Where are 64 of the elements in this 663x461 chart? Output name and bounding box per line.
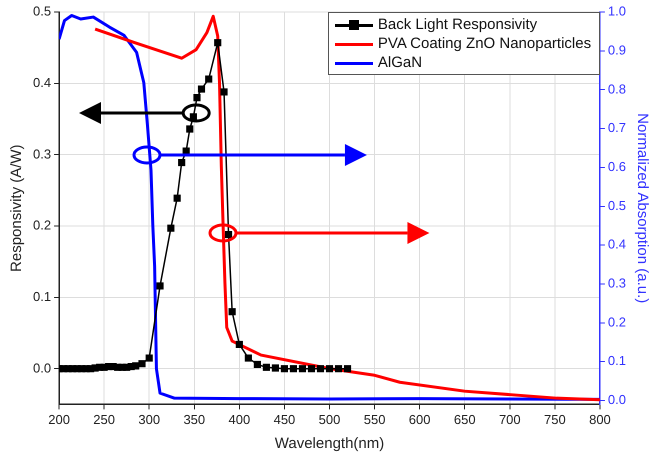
point [156, 282, 164, 290]
x-tick-label: 400 [228, 412, 250, 427]
y-tick-label: 0.1 [32, 288, 52, 304]
y2-tick-label: 0.0 [608, 392, 626, 408]
x-tick-label: 450 [274, 412, 296, 427]
point [186, 125, 194, 133]
y2-tick-label: 0.9 [608, 42, 626, 58]
point [272, 364, 279, 372]
point [298, 365, 306, 372]
point [280, 365, 288, 372]
point [198, 85, 206, 93]
point [214, 39, 222, 46]
x-axis-title: Wavelength(nm) [274, 435, 384, 452]
x-tick-label: 700 [498, 412, 521, 427]
y2-tick-label: 0.7 [608, 120, 626, 136]
x-tick-label: 500 [318, 412, 340, 427]
point [224, 231, 232, 238]
y2-tick-label: 0.5 [608, 198, 626, 213]
y-tick-label: 0.2 [32, 218, 52, 233]
point [344, 365, 352, 372]
x-tick-label: 750 [544, 412, 566, 427]
y-tick-label: 0.5 [32, 4, 52, 19]
point [228, 308, 236, 316]
legend-label: AlGaN [378, 53, 422, 72]
point [308, 365, 316, 372]
y-axis-title: Responsivity (A/W) [8, 144, 26, 272]
y-tick-label: 0.0 [32, 360, 52, 376]
y-tick-label: 0.3 [32, 146, 52, 162]
point [132, 362, 140, 370]
point [178, 158, 186, 166]
point [167, 224, 174, 232]
point [316, 365, 324, 372]
legend-label: PVA Coating ZnO Nanoparticles [378, 34, 592, 53]
y2-axis-title: Normalized Absorption (a.u.) [634, 113, 651, 304]
y2-tick-label: 0.6 [608, 158, 626, 174]
x-tick-label: 300 [138, 412, 160, 427]
x-tick-label: 800 [589, 412, 611, 427]
point [334, 365, 342, 372]
point [220, 88, 228, 96]
y2-tick-label: 0.2 [608, 314, 626, 330]
y2-tick-label: 0.3 [608, 276, 626, 291]
y2-tick-label: 0.4 [608, 236, 626, 252]
x-tick-label: 600 [408, 412, 430, 427]
point [174, 194, 181, 202]
legend-label: Back Light Responsivity [378, 15, 538, 34]
y2-tick-label: 1.0 [608, 4, 626, 19]
x-tick-label: 350 [183, 412, 206, 427]
y2-tick-label: 0.8 [608, 81, 626, 96]
point [262, 364, 270, 371]
x-tick-label: 250 [93, 412, 115, 427]
point [193, 94, 201, 102]
point [236, 340, 243, 348]
y-tick-label: 0.4 [32, 74, 52, 90]
point [326, 365, 334, 372]
x-tick-label: 650 [454, 412, 476, 427]
point [146, 354, 153, 362]
x-tick-label: 200 [48, 412, 70, 427]
point [290, 365, 298, 372]
y2-tick-label: 0.1 [608, 353, 626, 368]
x-tick-label: 550 [364, 412, 386, 427]
point [254, 360, 261, 368]
point [138, 360, 146, 368]
point [205, 75, 212, 83]
point [244, 354, 252, 362]
